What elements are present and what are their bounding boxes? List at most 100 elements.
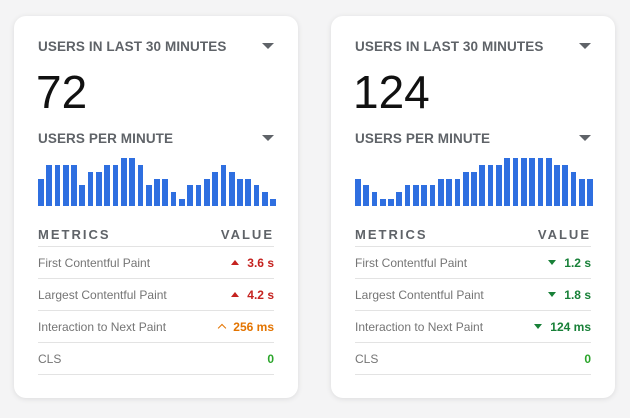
metric-name: First Contentful Paint [355,255,468,270]
metric-value-text: 4.2 s [247,287,274,302]
metric-name: Largest Contentful Paint [355,287,484,302]
metric-value-text: 0 [584,351,591,366]
sparkline-bar [379,199,386,206]
sparkline-bar [496,165,502,206]
users-label: USERS IN LAST 30 MINUTES [355,38,544,54]
metric-value: 1.2 s [548,256,591,270]
sparkline-bar [96,172,102,206]
metrics-table: METRICS VALUE First Contentful Paint 3.6… [38,222,274,375]
metric-name: CLS [355,351,379,366]
metric-value: 1.8 s [548,288,591,302]
metric-value: 3.6 s [231,256,274,270]
sparkline-bar [104,165,111,206]
chevron-down-icon[interactable] [579,43,591,49]
sparkline-bar [363,185,369,206]
metric-value-text: 124 ms [550,319,591,334]
sparkline-bar [355,179,361,206]
metric-value: 0 [584,352,591,366]
metric-row-lcp: Largest Contentful Paint 1.8 s [355,279,591,311]
users-header: USERS IN LAST 30 MINUTES [355,36,591,56]
sparkline-bar [479,165,486,206]
sparkline-bar [162,179,169,206]
metrics-header-row: METRICS VALUE [38,222,274,247]
metrics-column-header: METRICS [38,226,111,242]
sparkline-bar [228,172,235,206]
sparkline-bar [562,165,569,206]
sparkline-bar [195,185,202,206]
sparkline-bar [388,199,394,206]
metric-row-fcp: First Contentful Paint 1.2 s [355,247,591,279]
users-per-minute-sparkline [355,158,594,206]
users-count: 124 [353,66,430,118]
sparkline-bar [46,165,52,206]
sparkline-bar [262,192,268,206]
sparkline-bar [212,172,218,206]
users-count: 72 [36,66,88,118]
sparkline-bar [170,192,177,206]
sparkline-bar [429,185,436,206]
sparkline-bar [446,179,452,206]
triangle-up-icon [231,260,240,265]
sparkline-bar [437,179,444,206]
realtime-card-2: USERS IN LAST 30 MINUTES 124 USERS PER M… [331,16,615,398]
sparkline-bar [537,158,544,206]
value-column-header: VALUE [220,226,274,242]
metric-row-inp: Interaction to Next Paint 256 ms [38,311,274,343]
sparkline-bar [520,158,527,206]
sparkline-bar [71,165,77,206]
metric-row-cls: CLS 0 [355,343,591,375]
realtime-card-1: USERS IN LAST 30 MINUTES 72 USERS PER MI… [14,16,298,398]
sparkline-bar [504,158,511,206]
chevron-down-icon[interactable] [579,135,591,141]
chevron-down-icon[interactable] [262,135,274,141]
sparkline-bar [579,179,585,206]
value-column-header: VALUE [537,226,591,242]
users-label: USERS IN LAST 30 MINUTES [38,38,227,54]
sparkline-bar [545,158,552,206]
metric-name: Largest Contentful Paint [38,287,167,302]
metrics-header-row: METRICS VALUE [355,222,591,247]
metric-row-inp: Interaction to Next Paint 124 ms [355,311,591,343]
metric-value-text: 0 [267,351,274,366]
per-minute-label: USERS PER MINUTE [38,130,174,146]
metrics-table: METRICS VALUE First Contentful Paint 1.2… [355,222,591,375]
users-per-minute-sparkline [38,158,277,206]
metric-value-text: 256 ms [233,319,274,334]
per-minute-header: USERS PER MINUTE [38,128,274,148]
sparkline-bar [454,179,461,206]
sparkline-bar [137,165,144,206]
sparkline-bar [587,179,594,206]
triangle-up-icon [231,292,240,297]
sparkline-bar [487,165,494,206]
chevron-up-icon [218,323,227,333]
triangle-down-icon [548,292,557,297]
metric-name: Interaction to Next Paint [355,319,484,334]
sparkline-bar [145,185,152,206]
sparkline-bar [112,165,119,206]
sparkline-bar [371,192,378,206]
sparkline-bar [529,158,535,206]
sparkline-bar [396,192,403,206]
chevron-down-icon[interactable] [262,43,274,49]
sparkline-bar [79,185,86,206]
metric-value-text: 3.6 s [247,255,274,270]
metric-value: 124 ms [534,320,591,334]
sparkline-bar [237,179,243,206]
sparkline-bar [253,185,260,206]
metric-value: 4.2 s [231,288,274,302]
sparkline-bar [87,172,94,206]
sparkline-bar [54,165,61,206]
triangle-down-icon [534,324,543,329]
metric-value-text: 1.8 s [564,287,591,302]
per-minute-header: USERS PER MINUTE [355,128,591,148]
sparkline-bar [120,158,127,206]
per-minute-label: USERS PER MINUTE [355,130,491,146]
sparkline-bar [38,179,44,206]
metric-name: CLS [38,351,62,366]
metric-value: 256 ms [218,319,274,334]
metric-name: First Contentful Paint [38,255,151,270]
sparkline-bar [554,165,560,206]
metric-value-text: 1.2 s [564,255,591,270]
metrics-column-header: METRICS [355,226,428,242]
users-header: USERS IN LAST 30 MINUTES [38,36,274,56]
